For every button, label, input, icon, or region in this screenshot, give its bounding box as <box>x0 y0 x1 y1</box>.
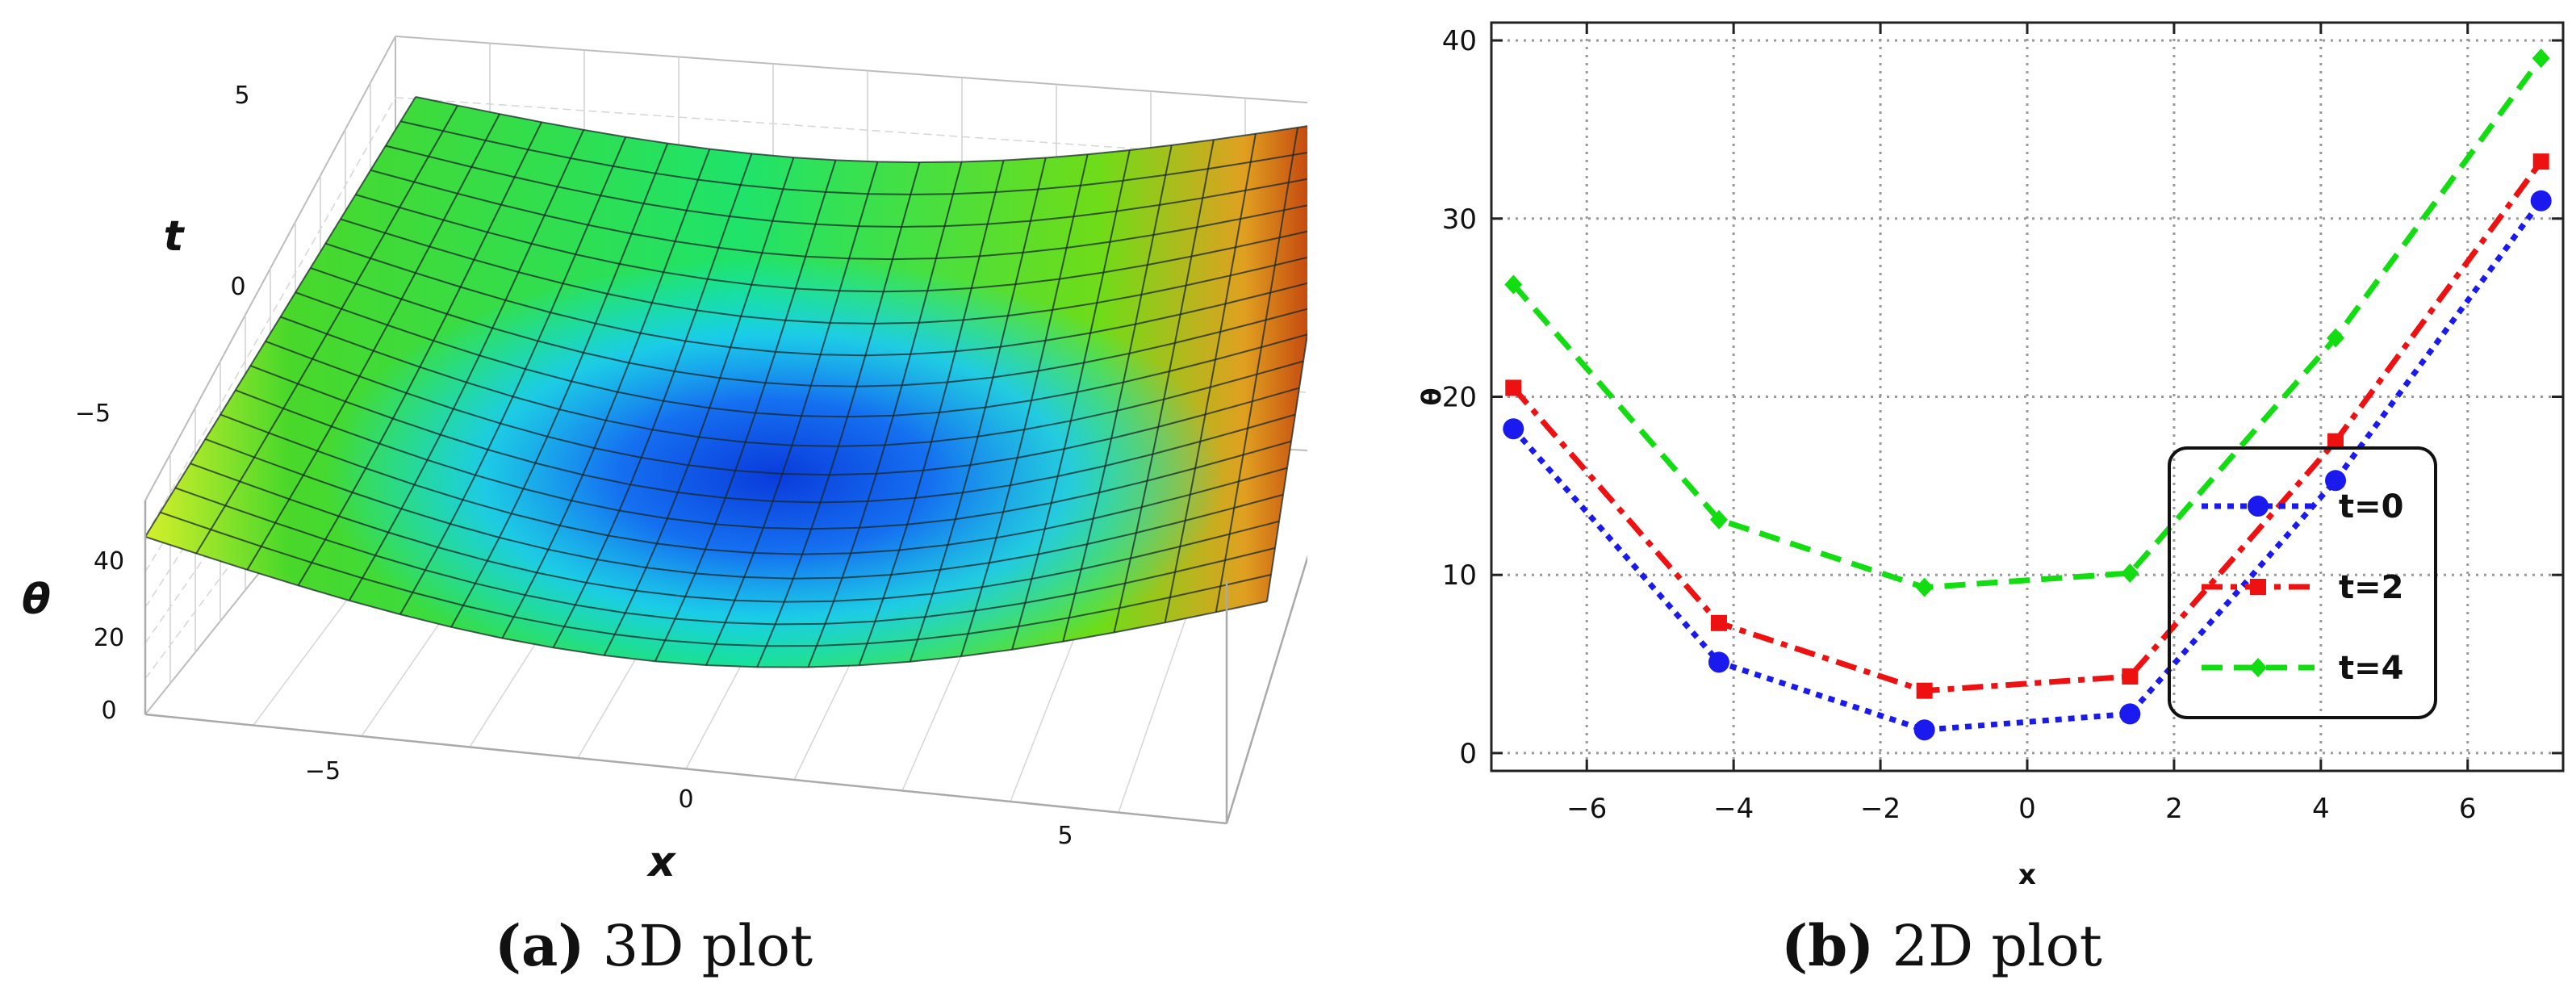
x-tick-label: 6 <box>2459 793 2477 825</box>
theta-axis-label: θ <box>22 576 51 624</box>
mesh-line-v <box>249 365 1296 504</box>
data-point <box>1710 614 1727 631</box>
data-point <box>1708 651 1729 673</box>
data-point <box>2121 563 2139 584</box>
caption-b-text: 2D plot <box>1874 913 2102 979</box>
data-point <box>1915 577 1934 597</box>
surface-left-highlight <box>145 97 1307 668</box>
legend-label: t=2 <box>2339 569 2403 606</box>
panel-2d-plot: −6 −4 −2 0 2 4 6 0 10 20 30 40 x θ t=0 t=2 t=4 (b) 2D p… <box>1307 0 2576 1005</box>
mesh-line-v <box>205 438 1284 580</box>
legend-swatch-marker <box>2249 658 2267 677</box>
mesh-line-v <box>235 389 1292 530</box>
data-point <box>2325 470 2347 492</box>
data-point <box>1913 719 1935 741</box>
x-tick-label: −5 <box>305 757 341 785</box>
legend-swatch-marker <box>2248 496 2269 517</box>
data-point <box>2327 328 2345 348</box>
legend-swatch-marker <box>2250 579 2266 595</box>
data-point <box>2532 48 2550 69</box>
mesh-line-v <box>144 536 1268 668</box>
caption-b-tag: (b) <box>1781 912 1875 979</box>
mesh-line-v <box>385 144 1307 228</box>
t-tick-label: 0 <box>230 273 245 301</box>
mesh-line-v <box>340 218 1307 325</box>
legend-box <box>2168 446 2437 719</box>
mesh-line-v <box>295 291 1307 418</box>
grid <box>1491 23 2563 771</box>
side-grid-dash <box>144 97 396 537</box>
theta-tick-label: 0 <box>101 697 116 725</box>
data-point <box>2122 668 2139 685</box>
line-chart: −6 −4 −2 0 2 4 6 0 10 20 30 40 x θ t=0 t=2 t=4 <box>1416 21 2565 891</box>
mesh-line-v <box>190 463 1280 603</box>
caption-a-text: 3D plot <box>584 913 813 979</box>
mesh-line-v <box>310 266 1307 387</box>
axis-ticks: −6 −4 −2 0 2 4 6 0 10 20 30 40 x θ <box>1416 23 2563 891</box>
mesh-line-v <box>280 316 1304 447</box>
mesh-line-v <box>355 194 1307 293</box>
y-tick-label: 20 <box>1442 382 1477 414</box>
x-axis-label: x <box>2018 859 2036 891</box>
y-tick-label: 40 <box>1442 25 1477 57</box>
data-point <box>1504 274 1523 295</box>
y-tick-label: 0 <box>1459 738 1477 770</box>
y-tick-label: 10 <box>1442 559 1477 592</box>
x-tick-label: −4 <box>1713 793 1754 825</box>
t-tick-label: −5 <box>75 400 111 428</box>
surface-shading <box>145 97 1307 668</box>
data-point <box>1916 682 1933 699</box>
caption-a: (a) 3D plot <box>0 912 1307 993</box>
x-tick-label: 2 <box>2165 793 2183 825</box>
mesh-line-v <box>400 120 1307 195</box>
mesh-line-v <box>160 511 1272 647</box>
x-tick-label: −2 <box>1860 793 1901 825</box>
box-edge <box>1225 555 1307 824</box>
mesh-line-v <box>174 487 1276 626</box>
mesh-line-v <box>370 169 1307 261</box>
panel-3d-plot: −5 0 5 x 5 0 −5 t 40 20 0 θ (a) 3D plot <box>0 36 1307 993</box>
legend-label: t=0 <box>2339 488 2403 526</box>
legend-label: t=4 <box>2339 650 2403 687</box>
data-point <box>1503 418 1524 440</box>
caption-b: (b) 2D plot <box>1307 912 2576 993</box>
x-tick-label: 0 <box>678 785 693 814</box>
data-point <box>1505 379 1522 396</box>
x-tick-label: 4 <box>2312 793 2330 825</box>
t-tick-label: 5 <box>234 82 249 110</box>
surface <box>144 96 1307 668</box>
series-line-t0 <box>1511 199 2544 733</box>
theta-tick-label: 40 <box>94 547 124 576</box>
mesh-line-v <box>415 96 1307 164</box>
caption-a-tag: (a) <box>494 912 585 979</box>
y-axis-label: θ <box>1416 388 1447 406</box>
box-edge <box>395 36 1307 104</box>
axis-ticks-3d: −5 0 5 x 5 0 −5 t 40 20 0 θ <box>22 82 1073 886</box>
x-tick-label: 5 <box>1057 822 1073 850</box>
box-edge <box>144 713 1227 825</box>
legend: t=0 t=2 t=4 <box>2168 446 2437 719</box>
axis-box-front <box>144 500 1307 825</box>
data-point <box>2327 433 2344 450</box>
data-point <box>2532 153 2549 170</box>
mesh-line-v <box>220 413 1288 555</box>
x-axis-label: x <box>646 838 676 886</box>
series-line-t1 <box>1511 160 2544 694</box>
mesh-line-v <box>265 340 1300 476</box>
y-tick-label: 30 <box>1442 203 1477 236</box>
mesh-line-v <box>324 242 1307 357</box>
series-line-t2 <box>1511 57 2544 591</box>
t-axis-label: t <box>164 212 186 261</box>
surface-3d-chart: −5 0 5 x 5 0 −5 t 40 20 0 θ <box>22 36 1307 886</box>
series-layer <box>1503 48 2552 741</box>
theta-tick-label: 20 <box>94 624 124 652</box>
data-point <box>1709 509 1728 530</box>
data-point <box>2119 703 2141 725</box>
x-tick-label: 0 <box>2018 793 2036 825</box>
x-tick-label: −6 <box>1566 793 1607 825</box>
data-point <box>2530 190 2552 211</box>
